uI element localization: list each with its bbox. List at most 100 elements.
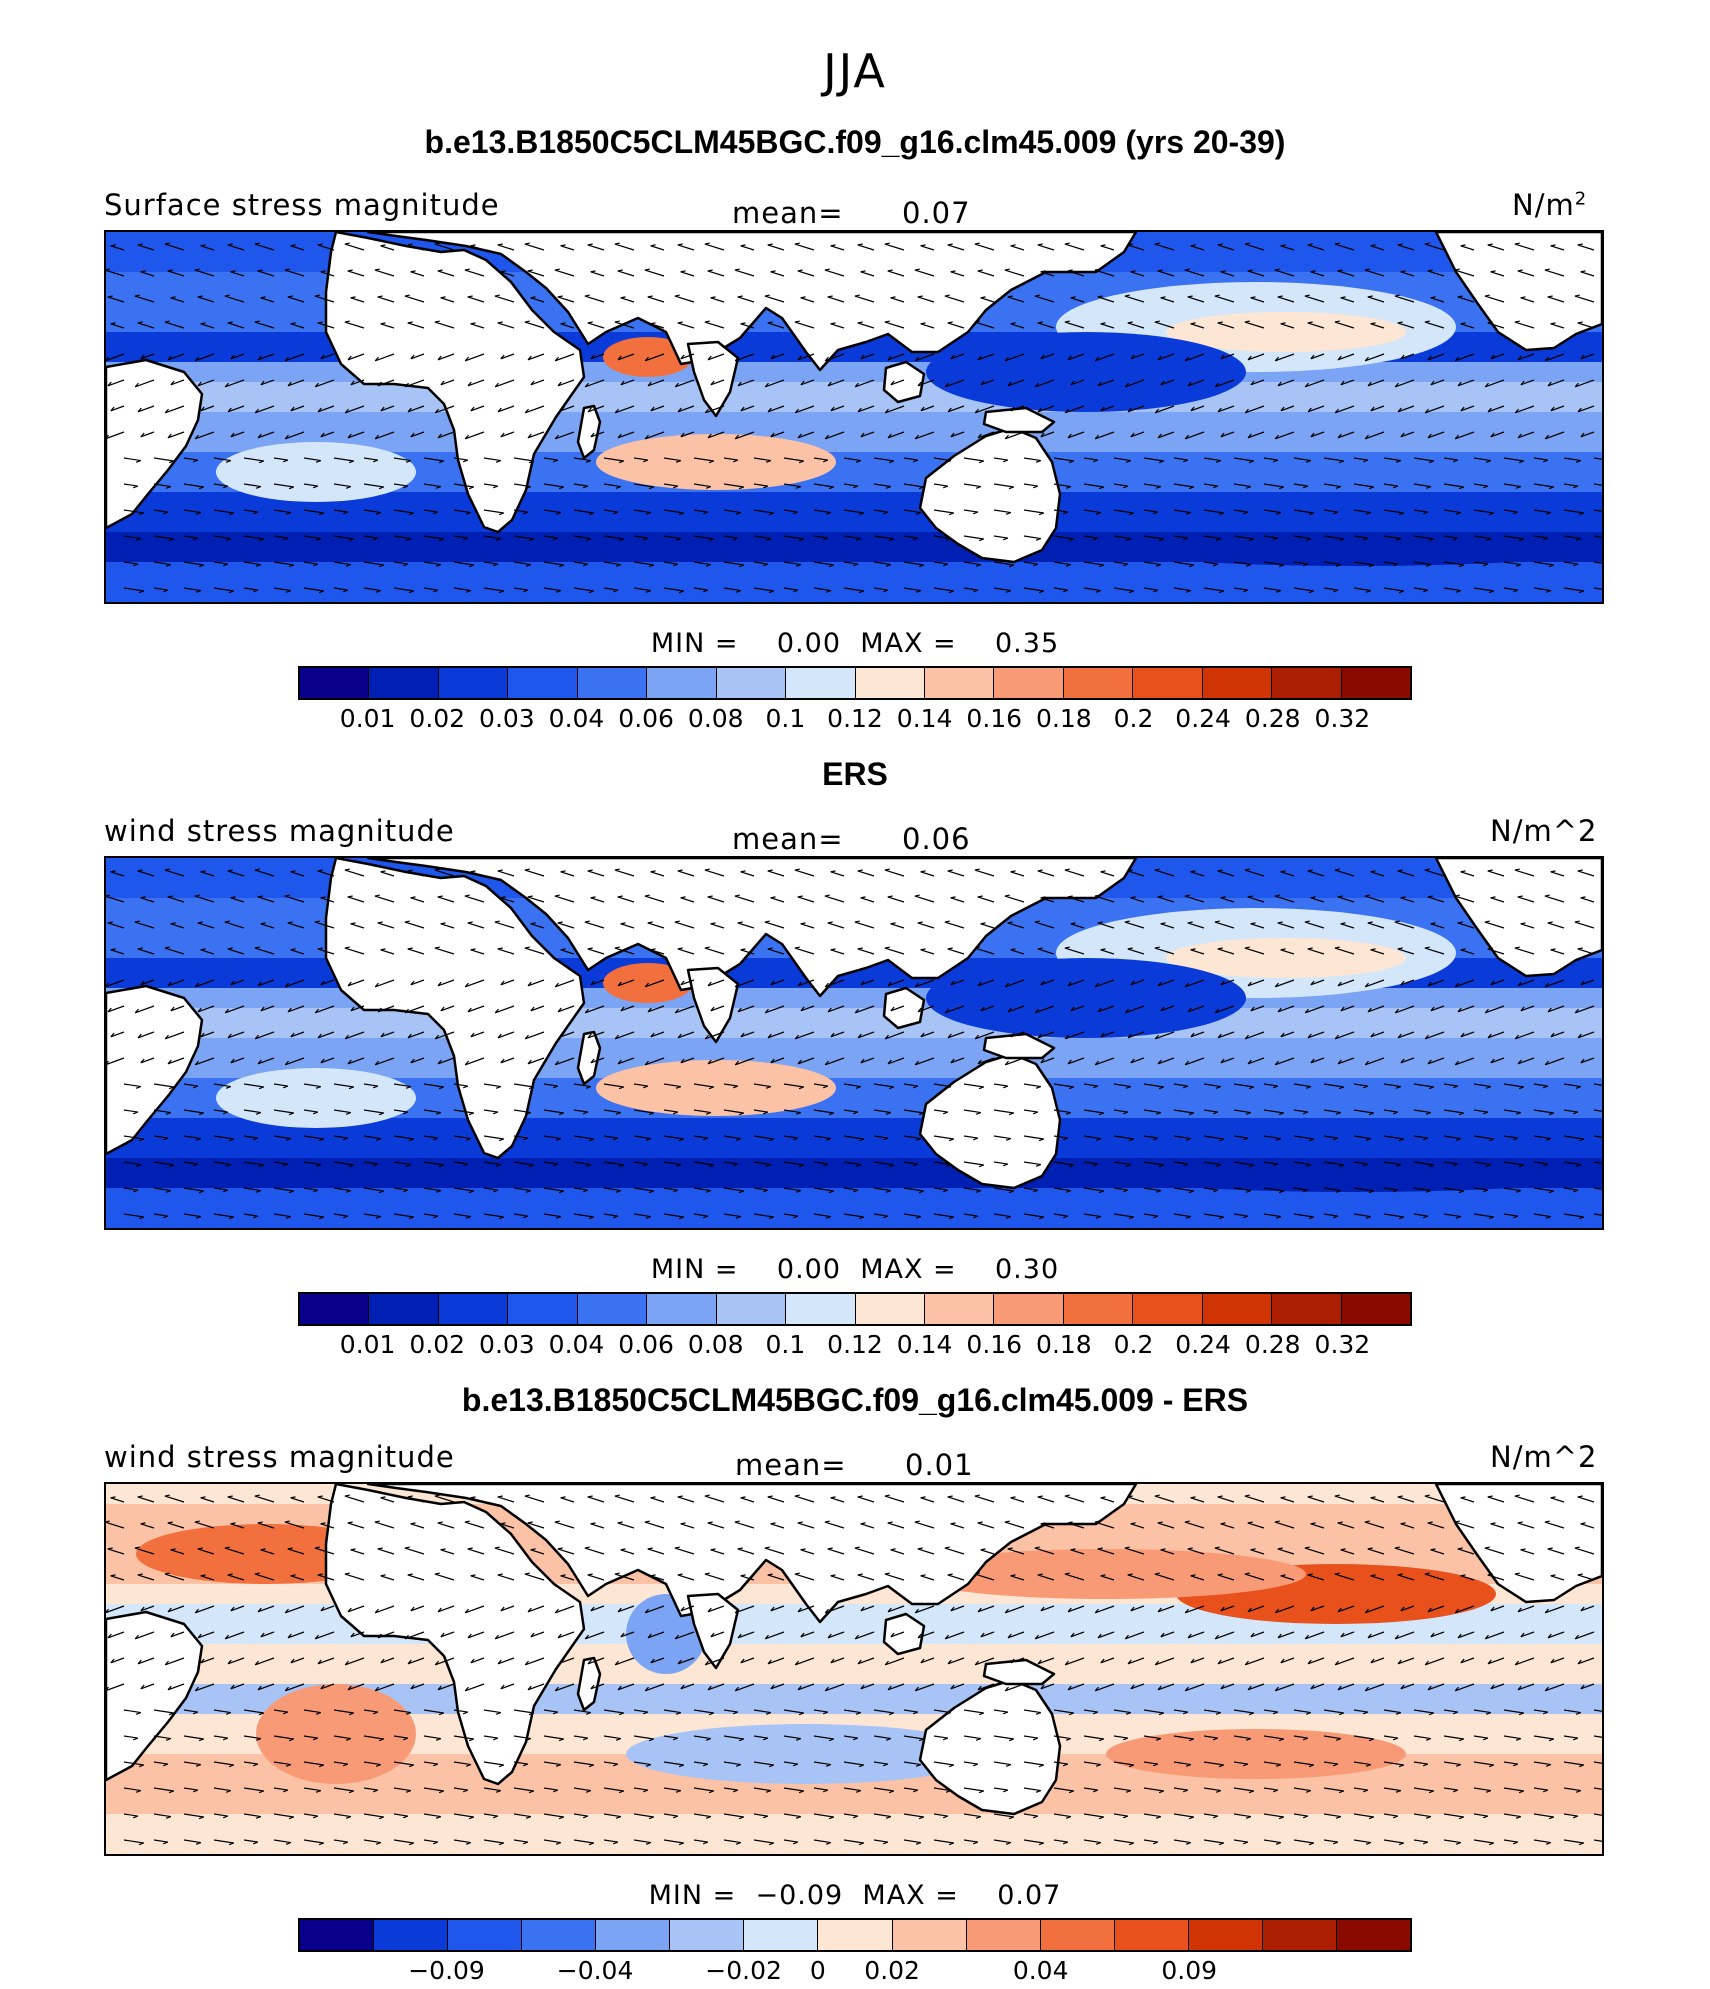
wind-arrow-head [1190,1658,1195,1664]
wind-arrow [257,270,275,277]
wind-arrow [197,1631,215,1639]
wind-arrow-head [167,355,172,361]
wind-arrow-head [1244,320,1250,323]
wind-arrow-head [1274,356,1279,362]
wind-arrow [1040,1057,1055,1064]
panel-3-colorbar [298,1918,1412,1952]
wind-arrow-head [225,1789,232,1793]
wind-arrow-head [194,894,200,897]
wind-arrow [903,1813,924,1818]
wind-arrow-head [1160,1006,1165,1012]
wind-arrow [1275,1683,1295,1692]
wind-arrow-head [705,1815,712,1819]
wind-arrow [1304,921,1325,929]
wind-arrow-head [1332,1841,1339,1845]
wind-arrow [380,1657,395,1664]
wind-arrow [227,870,245,877]
wind-arrow-head [1247,269,1253,272]
wind-arrow-head [467,381,472,387]
wind-arrow-head [1127,1495,1133,1498]
wind-arrow [1514,321,1535,329]
wind-arrow [677,244,695,251]
wind-arrow-head [1247,1607,1252,1613]
wind-arrow [495,1005,515,1014]
wind-arrow-head [107,381,112,387]
wind-arrow [1220,897,1235,903]
wind-arrow [857,870,875,877]
wind-arrow [1383,1083,1401,1088]
wind-arrow [1400,1523,1415,1529]
wind-arrow-head [138,1764,144,1768]
wind-arrow-head [1187,1547,1193,1550]
wind-arrow-head [1488,1216,1494,1220]
wind-arrow-head [770,980,775,986]
wind-arrow-head [320,1606,325,1612]
wind-arrow [350,379,365,386]
wind-arrow-head [140,896,146,899]
wind-arrow [740,1031,755,1038]
wind-arrow-head [912,537,919,541]
wind-arrow [693,457,714,462]
wind-arrow-head [887,1521,893,1524]
wind-arrow [1425,1031,1445,1040]
wind-arrow-head [1154,242,1160,245]
wind-arrow [200,871,215,877]
wind-arrow-head [1430,922,1436,925]
wind-arrow [584,1547,605,1555]
wind-arrow [1217,1031,1235,1039]
wind-arrow-head [1212,563,1219,567]
wind-arrow-head [375,1215,382,1219]
wind-arrow [1275,1057,1295,1066]
wind-arrow-head [1242,1137,1249,1141]
wind-arrow-head [1098,486,1104,490]
wind-arrow-head [672,563,679,567]
wind-arrow-head [674,1634,679,1640]
wind-arrow [393,1839,414,1844]
wind-arrow-head [740,1032,745,1038]
wind-arrow [1035,379,1055,388]
wind-arrow-head [284,982,289,988]
wind-arrow [303,1839,324,1844]
wind-arrow [405,379,425,388]
wind-arrow-head [1370,406,1375,412]
wind-arrow [1490,897,1505,903]
wind-arrow [347,1605,365,1613]
wind-arrow-head [585,537,592,541]
wind-arrow [587,1657,605,1665]
wind-arrow [1130,1057,1145,1064]
wind-arrow-head [1427,269,1433,272]
wind-arrow [975,1657,995,1666]
wind-arrow [407,405,425,413]
wind-arrow-head [1332,1137,1339,1141]
wind-arrow-head [762,563,769,567]
wind-arrow [303,509,324,514]
wind-arrow [843,1109,858,1113]
wind-arrow [164,1495,185,1503]
wind-arrow-head [405,1789,412,1793]
wind-arrow [1563,1213,1584,1218]
wind-arrow [287,379,305,387]
wind-arrow-head [707,895,713,898]
wind-arrow [797,1522,815,1529]
wind-arrow-head [614,1660,619,1666]
wind-arrow [290,1575,305,1581]
wind-arrow-head [1278,1738,1284,1742]
wind-arrow [164,947,185,955]
wind-arrow [1157,1522,1175,1529]
wind-arrow [693,483,711,488]
colorbar-tick-label: 0.04 [548,704,605,733]
wind-arrow-head [1398,1764,1404,1768]
wind-arrow [467,296,485,303]
wind-arrow-head [440,1632,445,1638]
wind-arrow-head [558,1112,564,1116]
wind-arrow-head [374,356,379,362]
wind-arrow-head [890,922,896,925]
wind-arrow-head [617,1685,622,1691]
wind-arrow-head [735,589,742,593]
wind-arrow [1310,1523,1325,1529]
wind-arrow [1454,895,1475,903]
wind-arrow [453,1709,468,1713]
wind-arrow-head [795,1815,802,1819]
wind-arrow-head [312,1111,319,1115]
wind-arrow [1430,923,1445,929]
